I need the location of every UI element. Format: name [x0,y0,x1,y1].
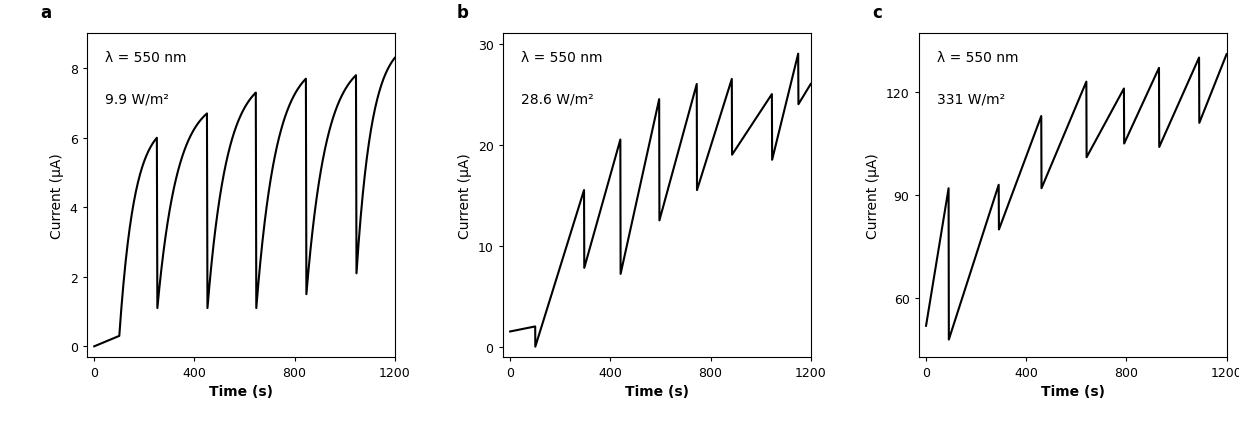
Text: λ = 550 nm: λ = 550 nm [522,50,602,64]
Text: 9.9 W/m²: 9.9 W/m² [105,92,169,106]
Text: b: b [456,3,468,22]
X-axis label: Time (s): Time (s) [624,384,689,398]
X-axis label: Time (s): Time (s) [208,384,273,398]
Text: λ = 550 nm: λ = 550 nm [105,50,187,64]
Text: 28.6 W/m²: 28.6 W/m² [522,92,593,106]
Y-axis label: Current (μA): Current (μA) [50,153,64,238]
Text: a: a [41,3,52,22]
Y-axis label: Current (μA): Current (μA) [866,153,880,238]
Text: c: c [872,3,882,22]
X-axis label: Time (s): Time (s) [1041,384,1105,398]
Y-axis label: Current (μA): Current (μA) [458,153,472,238]
Text: 331 W/m²: 331 W/m² [937,92,1005,106]
Text: λ = 550 nm: λ = 550 nm [937,50,1018,64]
